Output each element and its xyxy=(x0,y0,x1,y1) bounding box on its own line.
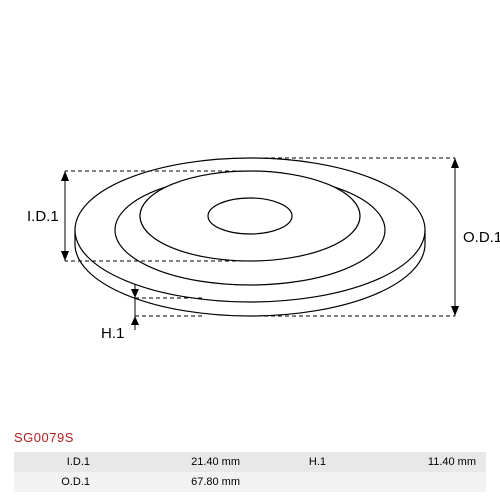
spec-val xyxy=(336,472,486,492)
spec-key: O.D.1 xyxy=(14,472,100,492)
spec-val: 67.80 mm xyxy=(100,472,250,492)
page: O.D.1I.D.1H.1 SG0079S I.D.1 21.40 mm H.1… xyxy=(0,0,500,500)
table-row: I.D.1 21.40 mm H.1 11.40 mm xyxy=(14,452,486,472)
part-code: SG0079S xyxy=(14,430,74,445)
svg-text:O.D.1: O.D.1 xyxy=(463,229,500,246)
spec-val: 11.40 mm xyxy=(336,452,486,472)
spec-table: I.D.1 21.40 mm H.1 11.40 mm O.D.1 67.80 … xyxy=(14,452,486,492)
table-row: O.D.1 67.80 mm xyxy=(14,472,486,492)
spec-key: I.D.1 xyxy=(14,452,100,472)
spec-key xyxy=(250,472,336,492)
svg-text:H.1: H.1 xyxy=(101,325,124,342)
svg-text:I.D.1: I.D.1 xyxy=(27,208,59,225)
technical-drawing: O.D.1 I.D.1 H.1 xyxy=(0,0,500,420)
spec-key: H.1 xyxy=(250,452,336,472)
spec-val: 21.40 mm xyxy=(100,452,250,472)
